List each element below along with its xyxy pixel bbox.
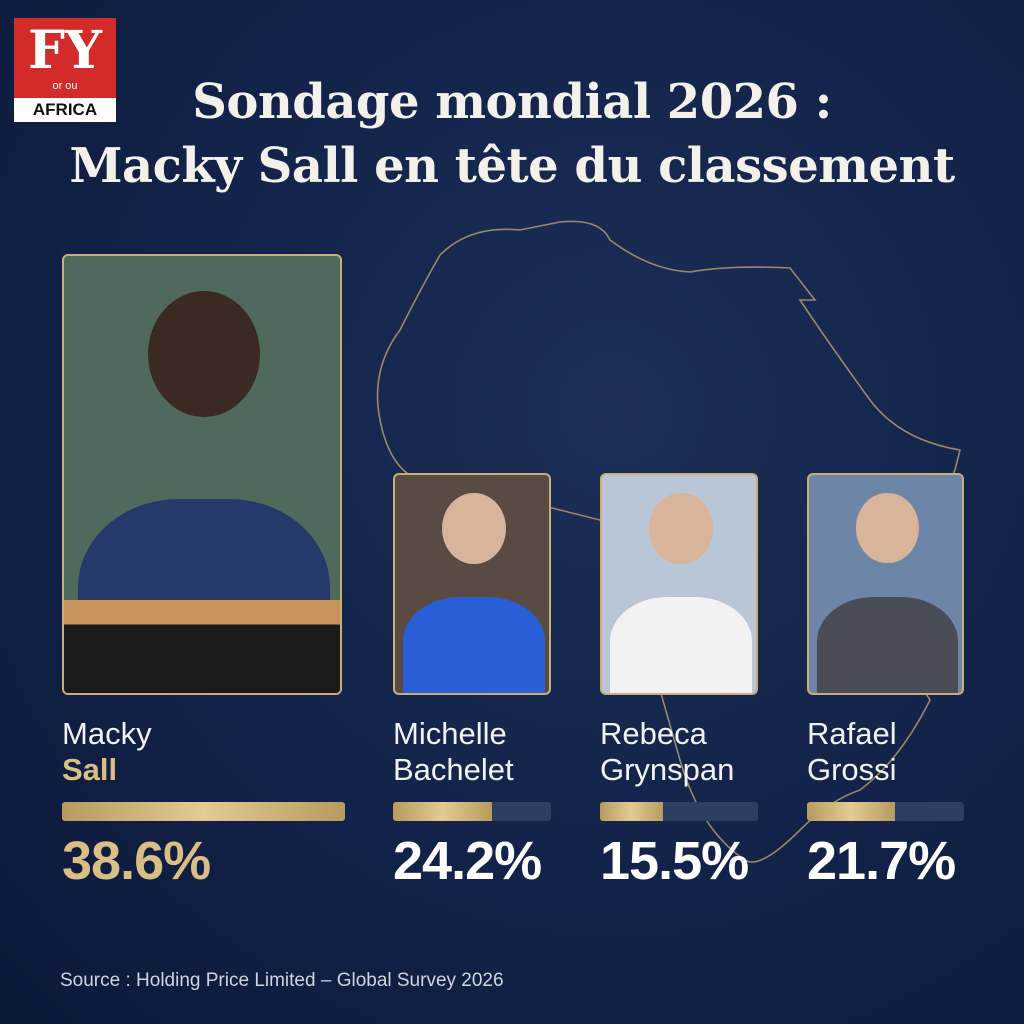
- bar: [600, 802, 664, 821]
- bar: [807, 802, 896, 821]
- portrait-body: [402, 597, 546, 693]
- logo-initials: FY: [27, 20, 103, 81]
- portrait-body: [816, 597, 959, 693]
- bar-track: [393, 802, 551, 821]
- percent: 38.6%: [62, 831, 211, 891]
- last-name: Grynspan: [600, 752, 735, 787]
- last-name: Bachelet: [393, 752, 514, 787]
- photo-card: [807, 473, 964, 695]
- portrait-head: [856, 492, 919, 564]
- bar: [62, 802, 345, 821]
- portrait-head: [649, 492, 713, 564]
- logo-region: AFRICA: [14, 98, 116, 122]
- bar-track: [600, 802, 758, 821]
- portrait-head: [148, 291, 260, 418]
- first-name: Rebeca: [600, 716, 707, 751]
- source: Source : Holding Price Limited – Global …: [60, 970, 504, 991]
- bar: [393, 802, 493, 821]
- bar-track: [62, 802, 345, 821]
- last-name: Grossi: [807, 752, 897, 787]
- photo-card: [600, 473, 758, 695]
- portrait-body: [609, 597, 753, 693]
- percent: 15.5%: [600, 831, 749, 891]
- photo-card: [62, 254, 342, 695]
- first-name: Macky: [62, 716, 152, 751]
- logo-small: or ou: [52, 80, 78, 92]
- first-name: Rafael: [807, 716, 897, 751]
- bar-track: [807, 802, 964, 821]
- photo-card: [393, 473, 551, 695]
- title-line: Sondage mondial 2026 :: [192, 74, 832, 130]
- title-line: Macky Sall en tête du classement: [69, 138, 955, 194]
- first-name: Michelle: [393, 716, 507, 751]
- podium: [64, 599, 340, 693]
- last-name: Sall: [62, 752, 118, 787]
- percent: 21.7%: [807, 831, 956, 891]
- portrait-head: [442, 492, 506, 564]
- percent: 24.2%: [393, 831, 542, 891]
- logo: FY or ou AFRICA: [14, 18, 116, 122]
